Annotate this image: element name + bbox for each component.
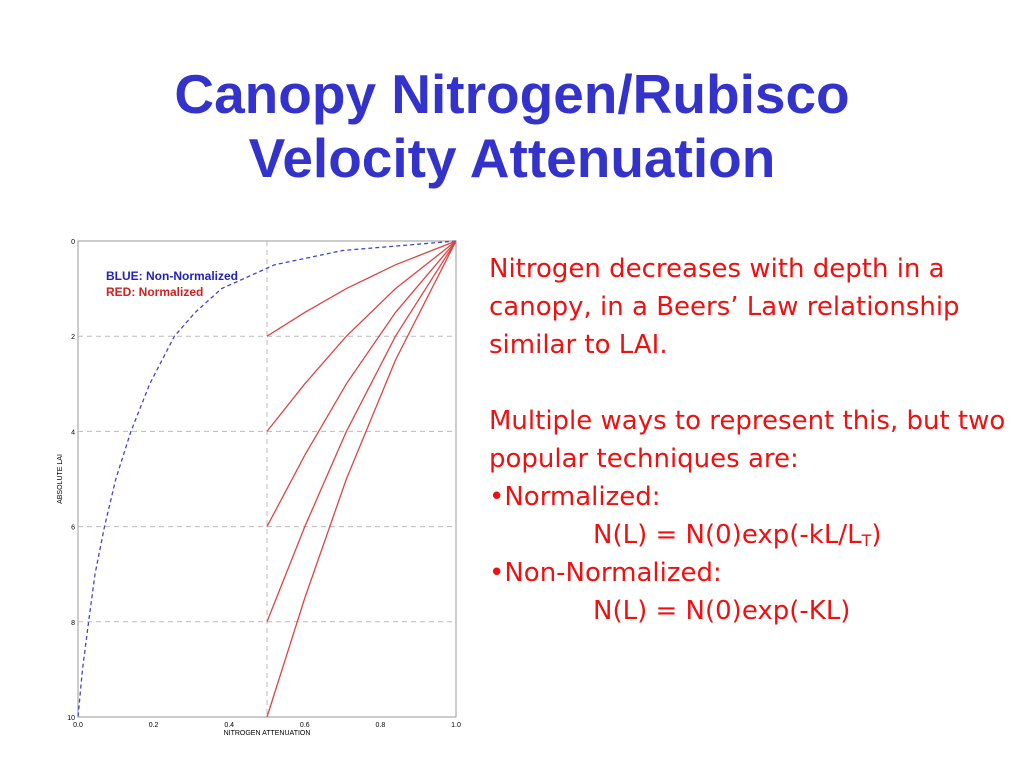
paragraph-beers-law: Nitrogen decreases with depth in a canop… [489, 254, 960, 360]
normalized-curve [266, 240, 457, 718]
formula-non-normalized: N(L) = N(0)exp(-KL) [593, 596, 851, 626]
slide-title: Canopy Nitrogen/Rubisco Velocity Attenua… [0, 62, 1024, 190]
y-tick-label: 10 [67, 715, 75, 722]
grid-lines [78, 241, 456, 717]
title-line-2: Velocity Attenuation [248, 127, 776, 189]
x-tick-label: 0.4 [224, 722, 234, 729]
x-tick-label: 0.2 [149, 722, 159, 729]
x-axis-label: NITROGEN ATTENUATION [224, 730, 311, 737]
legend-red-label: RED: Normalized [106, 285, 203, 299]
y-tick-label: 6 [71, 525, 75, 532]
formula-normalized-end: ) [871, 520, 882, 550]
x-tick-label: 1.0 [451, 722, 461, 729]
normalized-curve [266, 240, 457, 527]
y-tick-label: 4 [71, 429, 75, 436]
paragraph-techniques: Multiple ways to represent this, but two… [489, 406, 1006, 474]
explanation-text: Nitrogen decreases with depth in a canop… [489, 250, 1009, 630]
y-tick-label: 0 [71, 239, 75, 246]
title-line-1: Canopy Nitrogen/Rubisco [174, 63, 850, 125]
formula-normalized: N(L) = N(0)exp(-kL/LT) [489, 516, 1009, 554]
formula-normalized-main: N(L) = N(0)exp(-kL/L [593, 520, 862, 550]
legend: BLUE: Non-Normalized RED: Normalized [106, 269, 238, 299]
y-tick-label: 2 [71, 334, 75, 341]
bullet-normalized: •Normalized: [489, 482, 661, 512]
non-normalized-curve [77, 240, 457, 718]
y-axis-label: ABSOLUTE LAI [57, 454, 64, 504]
x-tick-label: 0.8 [376, 722, 386, 729]
normalized-curve [266, 240, 457, 432]
x-tick-label: 0.0 [73, 722, 83, 729]
x-tick-label: 0.6 [300, 722, 310, 729]
normalized-curve [266, 240, 457, 337]
non-normalized-series [77, 240, 457, 718]
axis-ticks: 0.0 0.2 0.4 0.6 0.8 1.0 0 2 4 6 8 10 [67, 239, 461, 729]
y-tick-label: 8 [71, 620, 75, 627]
bullet-non-normalized: •Non-Normalized: [489, 558, 722, 588]
formula-normalized-subscript: T [861, 531, 872, 550]
normalized-curve [266, 240, 457, 623]
legend-blue-label: BLUE: Non-Normalized [106, 269, 238, 283]
normalized-series [266, 240, 457, 718]
